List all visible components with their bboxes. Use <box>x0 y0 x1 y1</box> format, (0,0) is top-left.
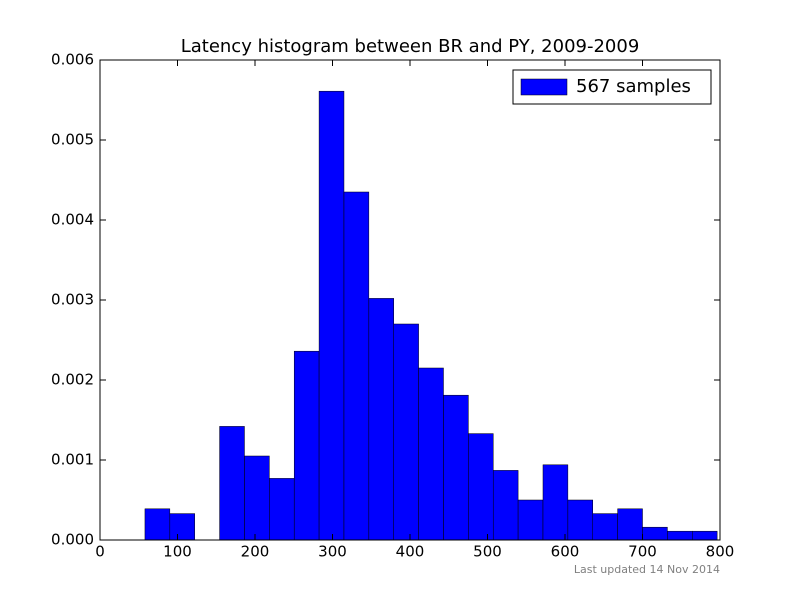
y-tick-label: 0.002 <box>51 371 94 389</box>
y-tick-label: 0.005 <box>51 131 94 149</box>
x-tick-label: 700 <box>628 543 657 561</box>
footer: Last updated 14 Nov 2014 <box>574 563 720 576</box>
bar <box>443 394 469 541</box>
y-tick-label: 0.000 <box>51 531 94 549</box>
bar <box>567 499 593 541</box>
legend-label: 567 samples <box>576 76 691 97</box>
bar <box>343 191 370 541</box>
x-tick-label: 500 <box>473 543 502 561</box>
bar <box>642 526 668 541</box>
x-tick-label: 300 <box>318 543 347 561</box>
bar <box>418 367 444 541</box>
y-tick-label: 0.003 <box>51 291 94 309</box>
bar <box>468 433 494 541</box>
bar <box>517 499 544 541</box>
chart-title: Latency histogram between BR and PY, 200… <box>181 36 640 57</box>
legend-swatch <box>520 78 568 96</box>
y-tick-label: 0.001 <box>51 451 94 469</box>
bar <box>667 530 693 541</box>
bar <box>169 513 195 541</box>
bar <box>219 426 245 541</box>
bar <box>542 464 569 541</box>
bar <box>393 323 419 541</box>
bar <box>592 513 618 541</box>
bar <box>492 470 519 541</box>
x-tick-label: 100 <box>163 543 192 561</box>
x-tick-label: 0 <box>95 543 105 561</box>
x-tick-label: 400 <box>396 543 425 561</box>
x-tick-label: 600 <box>551 543 580 561</box>
bar <box>244 455 270 541</box>
x-tick-label: 800 <box>706 543 735 561</box>
bar <box>144 508 171 541</box>
bar <box>617 508 643 541</box>
bar <box>368 298 394 541</box>
x-tick-label: 200 <box>241 543 270 561</box>
bar <box>293 350 320 541</box>
bar <box>318 90 345 541</box>
bar <box>692 530 718 541</box>
bar <box>269 478 295 541</box>
y-tick-label: 0.006 <box>51 51 94 69</box>
y-tick-label: 0.004 <box>51 211 94 229</box>
